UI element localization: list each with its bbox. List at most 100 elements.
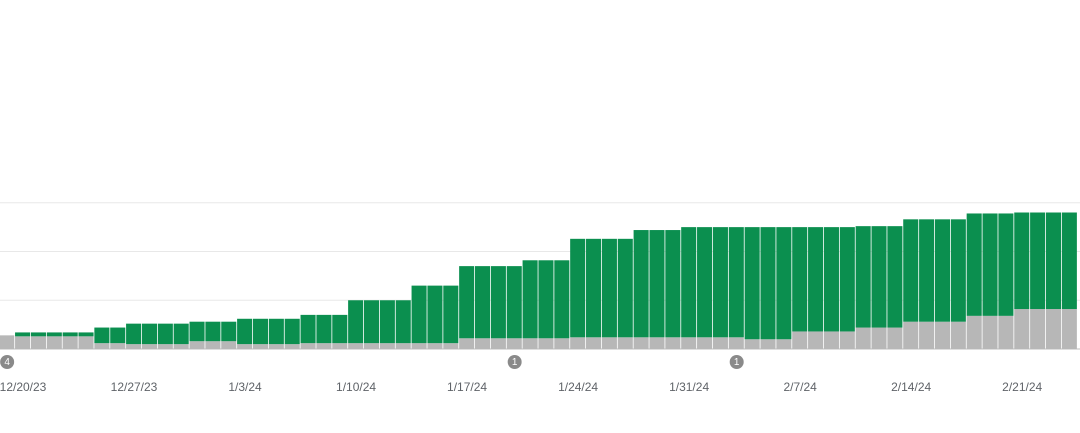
bar-segment [633, 230, 649, 338]
bar-segment [712, 227, 728, 338]
bar-segment [586, 238, 602, 338]
bar-segment [46, 336, 62, 349]
bar-segment [110, 343, 126, 349]
bar-segment [363, 300, 380, 344]
bar-segment [395, 343, 411, 349]
bar-segment [617, 337, 633, 349]
bar-segment [903, 321, 919, 349]
bar-segment [1030, 309, 1046, 349]
bar-segment [966, 213, 982, 316]
bar-segment [15, 332, 31, 337]
x-tick-label: 12/27/23 [111, 380, 158, 394]
bar-segment [554, 260, 570, 339]
annotation-count: 1 [512, 357, 518, 368]
bar-segment [681, 227, 697, 338]
bar-segment [300, 343, 316, 349]
bar-segment [411, 343, 427, 349]
bar-segment [379, 300, 395, 344]
bar-segment [792, 331, 808, 349]
x-tick-label: 1/17/24 [447, 380, 487, 394]
bar-segment [665, 337, 681, 349]
x-tick-label: 1/24/24 [558, 380, 598, 394]
bar-segment [1014, 212, 1030, 310]
bar-segment [459, 338, 475, 349]
bar-segment [712, 337, 728, 349]
bar-segment [887, 327, 903, 349]
bar-segment [300, 314, 316, 344]
bar-segment [332, 314, 348, 344]
bar-segment [982, 315, 998, 349]
x-tick-label: 1/3/24 [228, 380, 262, 394]
bar-segment [490, 266, 506, 339]
bar-segment [919, 219, 935, 322]
bar-segment [601, 238, 617, 338]
bar-segment [728, 337, 744, 349]
bar-segment [728, 227, 744, 338]
bar-segment [78, 332, 94, 337]
bar-segment [0, 335, 15, 349]
x-tick-label: 1/31/24 [669, 380, 709, 394]
bar-segment [126, 323, 142, 345]
bar-segment [855, 327, 871, 349]
bar-segment [459, 266, 475, 339]
bar-segment [1061, 212, 1077, 310]
bar-segment [966, 315, 982, 349]
bar-segment [665, 230, 681, 338]
bar-segment [173, 323, 189, 345]
bar-segment [744, 227, 760, 340]
bar-segment [998, 315, 1014, 349]
bar-segment [681, 337, 697, 349]
bar-segment [570, 337, 586, 349]
bar-segment [934, 321, 950, 349]
bar-segment [427, 285, 443, 344]
bar-segment [490, 338, 506, 349]
bar-segment [586, 337, 602, 349]
bar-segment [443, 343, 459, 349]
bar-segment [649, 337, 665, 349]
bar-segment [268, 318, 284, 345]
bar-segment [62, 336, 78, 349]
bar-segment [554, 338, 570, 349]
bar-segment [284, 318, 300, 345]
bar-segment [1014, 309, 1030, 349]
bar-segment [855, 226, 871, 328]
bar-segment [538, 338, 554, 349]
bar-segment [189, 341, 205, 349]
bar-segment [506, 266, 522, 339]
bar-segment [839, 331, 855, 349]
bar-segment [268, 344, 284, 349]
bar-segment [982, 213, 998, 316]
x-tick-label: 2/14/24 [891, 380, 931, 394]
bar-segment [427, 343, 443, 349]
bar-segment [776, 339, 792, 349]
bar-segment [94, 327, 110, 344]
bar-segment [284, 344, 300, 349]
bar-segment [252, 344, 269, 349]
bar-segment [1030, 212, 1046, 310]
bar-segment [237, 318, 253, 345]
bar-segment [934, 219, 950, 322]
bar-segment [808, 331, 824, 349]
bar-segment [141, 323, 157, 345]
bar-segment [30, 336, 46, 349]
bar-segment [15, 336, 31, 349]
bar-segment [506, 338, 522, 349]
bar-segment [475, 266, 491, 339]
bar-segment [30, 332, 46, 337]
bar-segment [348, 300, 364, 344]
bar-segment [316, 343, 332, 349]
annotation-count: 1 [734, 357, 740, 368]
bar-segment [475, 338, 491, 349]
bar-segment [411, 285, 427, 344]
bar-segment [332, 343, 348, 349]
bar-segment [62, 332, 78, 337]
bar-segment [776, 227, 792, 340]
bar-segment [903, 219, 919, 322]
bar-segment [78, 336, 94, 349]
bar-segment [522, 338, 538, 349]
bar-segment [823, 331, 839, 349]
bar-segment [871, 226, 887, 328]
bar-segment [697, 227, 713, 338]
bar-segment [205, 341, 221, 349]
